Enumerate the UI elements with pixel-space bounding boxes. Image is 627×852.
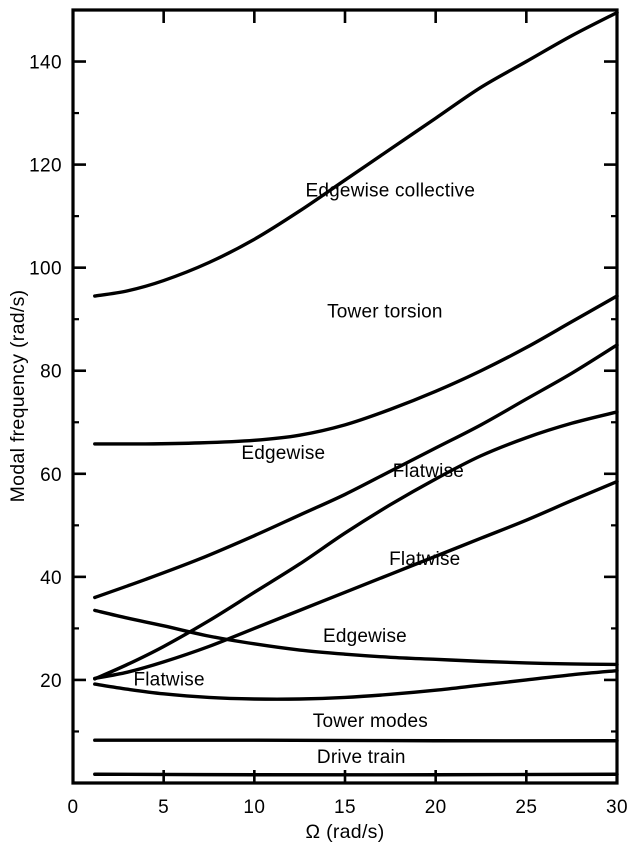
x-tick-label: 30 [606, 797, 627, 818]
curve-edgewise-second [93, 410, 619, 681]
curve-flatwise-middle [93, 479, 619, 681]
x-tick-label: 20 [425, 797, 447, 818]
curve-edgewise-collective [93, 10, 619, 298]
curve-flatwise-upper [93, 343, 619, 600]
x-axis-major-ticks [162, 10, 528, 783]
data-curves [93, 10, 619, 777]
x-axis-tick-labels: 0 5 10 15 20 25 30 [68, 797, 627, 818]
y-axis-major-ticks [73, 60, 617, 682]
curve-labels: Edgewise collective Tower torsion Edgewise… [133, 180, 476, 768]
x-axis-title: Ω (rad/s) [305, 821, 384, 843]
x-tick-label: 25 [515, 797, 537, 818]
curve-label-flatwise-middle: Flatwise [389, 549, 460, 570]
y-tick-label: 20 [40, 671, 62, 692]
curve-tower-modes [93, 738, 619, 743]
y-axis-minor-ticks [73, 111, 617, 733]
y-axis-title: Modal frequency (rad/s) [7, 290, 29, 503]
plot-frame [71, 8, 619, 785]
curve-label-tower-modes: Tower modes [313, 711, 428, 732]
curve-label-edgewise-second: Edgewise [241, 443, 325, 464]
curve-label-flatwise-lower: Flatwise [133, 669, 204, 690]
y-axis-tick-labels: 20 40 60 80 100 120 140 [29, 53, 62, 692]
curve-label-tower-torsion: Tower torsion [327, 301, 443, 322]
curve-label-flatwise-upper: Flatwise [393, 461, 464, 482]
y-tick-label: 60 [40, 465, 62, 486]
curve-flatwise-lower [93, 668, 619, 701]
y-tick-label: 100 [29, 259, 62, 280]
x-tick-label: 0 [68, 797, 79, 818]
x-tick-label: 5 [158, 797, 169, 818]
curve-edgewise-lower [93, 608, 619, 667]
curve-drive-train [93, 772, 619, 777]
y-tick-label: 120 [29, 156, 62, 177]
curve-tower-torsion [93, 294, 619, 446]
y-tick-label: 80 [40, 362, 62, 383]
x-tick-label: 15 [334, 797, 356, 818]
curve-label-edgewise-lower: Edgewise [323, 626, 407, 647]
y-tick-label: 40 [40, 568, 62, 589]
curve-label-edgewise-collective: Edgewise collective [306, 180, 476, 201]
x-tick-label: 10 [243, 797, 265, 818]
y-tick-label: 140 [29, 53, 62, 74]
curve-label-drive-train: Drive train [317, 747, 406, 768]
